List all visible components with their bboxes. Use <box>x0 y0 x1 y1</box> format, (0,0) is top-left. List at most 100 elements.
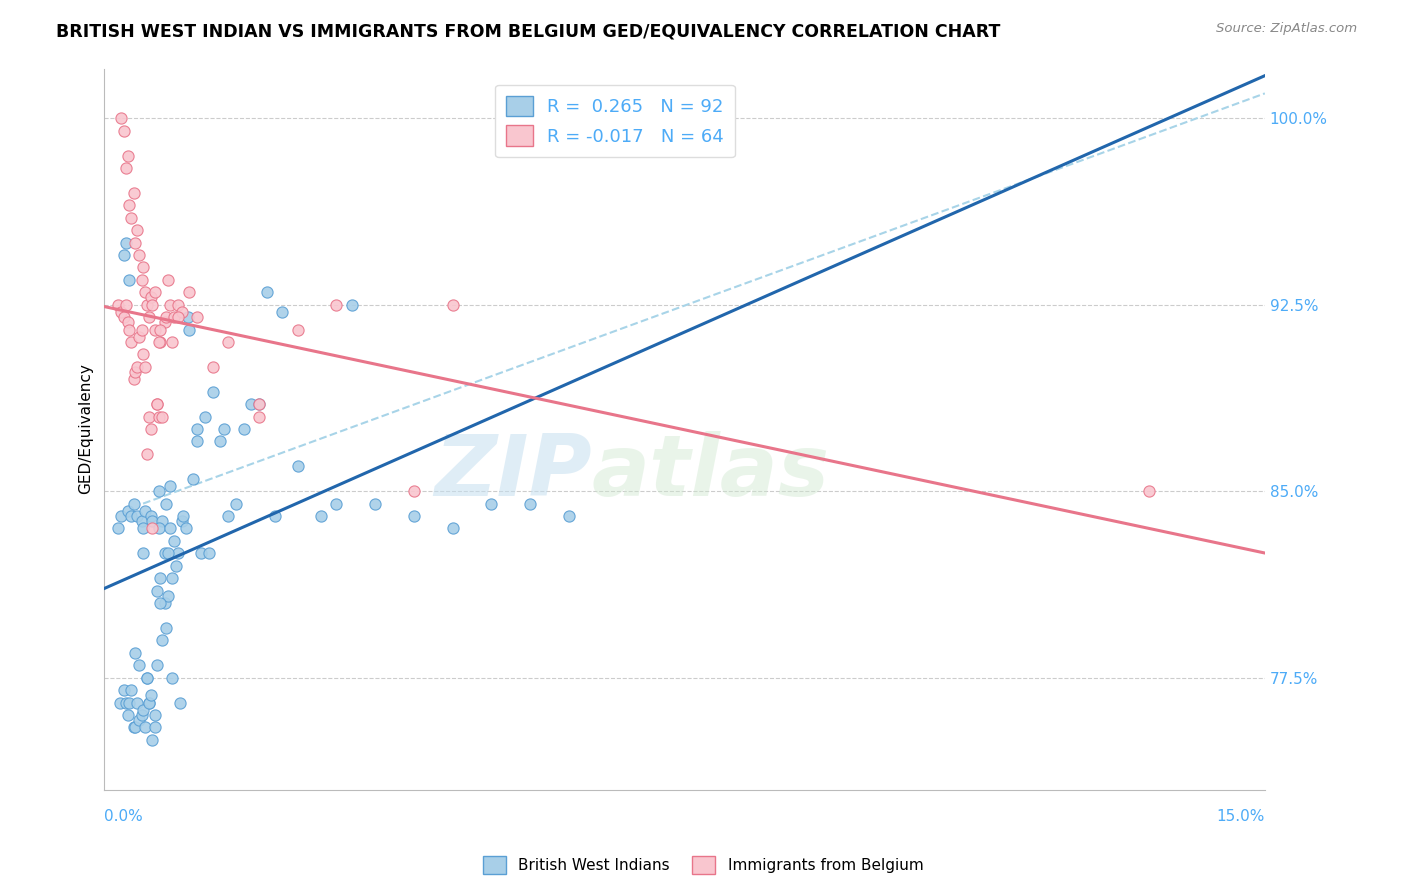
Point <box>519 497 541 511</box>
Point <box>120 509 142 524</box>
Point <box>174 521 197 535</box>
Point <box>201 359 224 374</box>
Point <box>186 310 208 325</box>
Point <box>1137 484 1160 499</box>
Point <box>186 434 208 449</box>
Point <box>143 708 166 723</box>
Point <box>141 514 163 528</box>
Point <box>143 720 166 734</box>
Point <box>170 305 193 319</box>
Point <box>115 235 138 250</box>
Point <box>118 322 141 336</box>
Point <box>128 248 150 262</box>
Point <box>156 589 179 603</box>
Point <box>120 683 142 698</box>
Point <box>148 409 170 424</box>
Point <box>120 211 142 225</box>
Point <box>217 334 239 349</box>
Point <box>340 298 363 312</box>
Point <box>118 273 141 287</box>
Legend: British West Indians, Immigrants from Belgium: British West Indians, Immigrants from Be… <box>477 850 929 880</box>
Point <box>152 514 174 528</box>
Point <box>141 298 163 312</box>
Point <box>128 330 150 344</box>
Point <box>117 708 139 723</box>
Point <box>136 298 159 312</box>
Point <box>136 447 159 461</box>
Point <box>132 260 155 275</box>
Point <box>148 334 170 349</box>
Point <box>138 310 160 325</box>
Point <box>167 310 190 325</box>
Point <box>155 310 177 325</box>
Point <box>198 546 221 560</box>
Point <box>159 479 181 493</box>
Point <box>122 720 145 734</box>
Point <box>110 305 132 319</box>
Point <box>225 497 247 511</box>
Point <box>153 546 176 560</box>
Point <box>125 696 148 710</box>
Point <box>153 596 176 610</box>
Text: BRITISH WEST INDIAN VS IMMIGRANTS FROM BELGIUM GED/EQUIVALENCY CORRELATION CHART: BRITISH WEST INDIAN VS IMMIGRANTS FROM B… <box>56 22 1001 40</box>
Point <box>441 298 464 312</box>
Point <box>155 497 177 511</box>
Point <box>194 409 217 424</box>
Point <box>172 509 194 524</box>
Point <box>170 514 193 528</box>
Point <box>159 521 181 535</box>
Point <box>128 713 150 727</box>
Point <box>122 497 145 511</box>
Point <box>115 298 138 312</box>
Point <box>124 365 146 379</box>
Point <box>138 696 160 710</box>
Point <box>209 434 232 449</box>
Point <box>263 509 285 524</box>
Point <box>479 497 502 511</box>
Point <box>117 504 139 518</box>
Point <box>271 305 294 319</box>
Point <box>148 484 170 499</box>
Point <box>177 310 200 325</box>
Point <box>557 509 579 524</box>
Point <box>149 571 172 585</box>
Point <box>125 223 148 237</box>
Point <box>162 571 184 585</box>
Point <box>167 298 190 312</box>
Point <box>402 509 425 524</box>
Point <box>132 347 155 361</box>
Point <box>179 285 201 300</box>
Point <box>112 123 135 137</box>
Point <box>162 334 184 349</box>
Point <box>153 315 176 329</box>
Point <box>287 322 309 336</box>
Point <box>247 397 270 411</box>
Point <box>165 558 187 573</box>
Point <box>118 696 141 710</box>
Point <box>163 533 186 548</box>
Point <box>309 509 332 524</box>
Point <box>132 703 155 717</box>
Point <box>107 298 129 312</box>
Point <box>325 298 347 312</box>
Point <box>122 186 145 200</box>
Point <box>124 720 146 734</box>
Point <box>125 359 148 374</box>
Point <box>247 409 270 424</box>
Point <box>112 683 135 698</box>
Point <box>134 285 156 300</box>
Point <box>117 315 139 329</box>
Legend: R =  0.265   N = 92, R = -0.017   N = 64: R = 0.265 N = 92, R = -0.017 N = 64 <box>495 85 735 157</box>
Point <box>112 248 135 262</box>
Text: atlas: atlas <box>592 431 830 514</box>
Point <box>240 397 263 411</box>
Point <box>118 198 141 212</box>
Point <box>146 397 169 411</box>
Point <box>122 372 145 386</box>
Point <box>201 384 224 399</box>
Point <box>138 409 160 424</box>
Point <box>162 671 184 685</box>
Point <box>146 397 169 411</box>
Point <box>167 546 190 560</box>
Point <box>139 422 162 436</box>
